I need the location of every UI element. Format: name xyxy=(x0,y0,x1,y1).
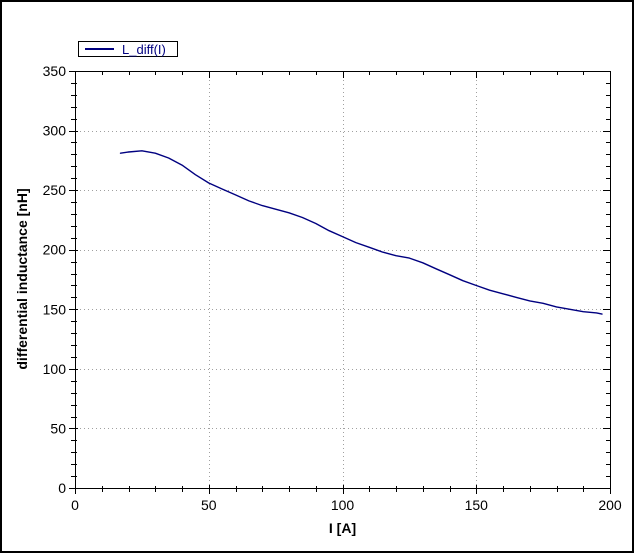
x-tick-label: 200 xyxy=(598,497,622,513)
legend-label: L_diff(I) xyxy=(122,41,166,57)
y-axis-title: differential inductance [nH] xyxy=(14,188,30,370)
x-axis-title: I [A] xyxy=(328,520,357,536)
inductance-curve xyxy=(119,150,603,315)
x-tick-label: 50 xyxy=(201,497,217,513)
y-tick-label: 350 xyxy=(43,63,67,79)
y-tick-label: 250 xyxy=(43,182,67,198)
y-tick-label: 300 xyxy=(43,123,67,139)
legend-line-sample-icon xyxy=(85,48,114,50)
y-tick-label: 100 xyxy=(43,361,67,377)
x-tick-label: 150 xyxy=(465,497,489,513)
y-tick-label: 150 xyxy=(43,301,67,317)
y-tick-label: 200 xyxy=(43,242,67,258)
x-tick-label: 0 xyxy=(71,497,79,513)
legend[interactable]: L_diff(I) xyxy=(78,41,178,57)
x-tick-label: 100 xyxy=(331,497,355,513)
y-tick-label: 50 xyxy=(50,420,66,436)
y-tick-label: 0 xyxy=(58,480,66,496)
